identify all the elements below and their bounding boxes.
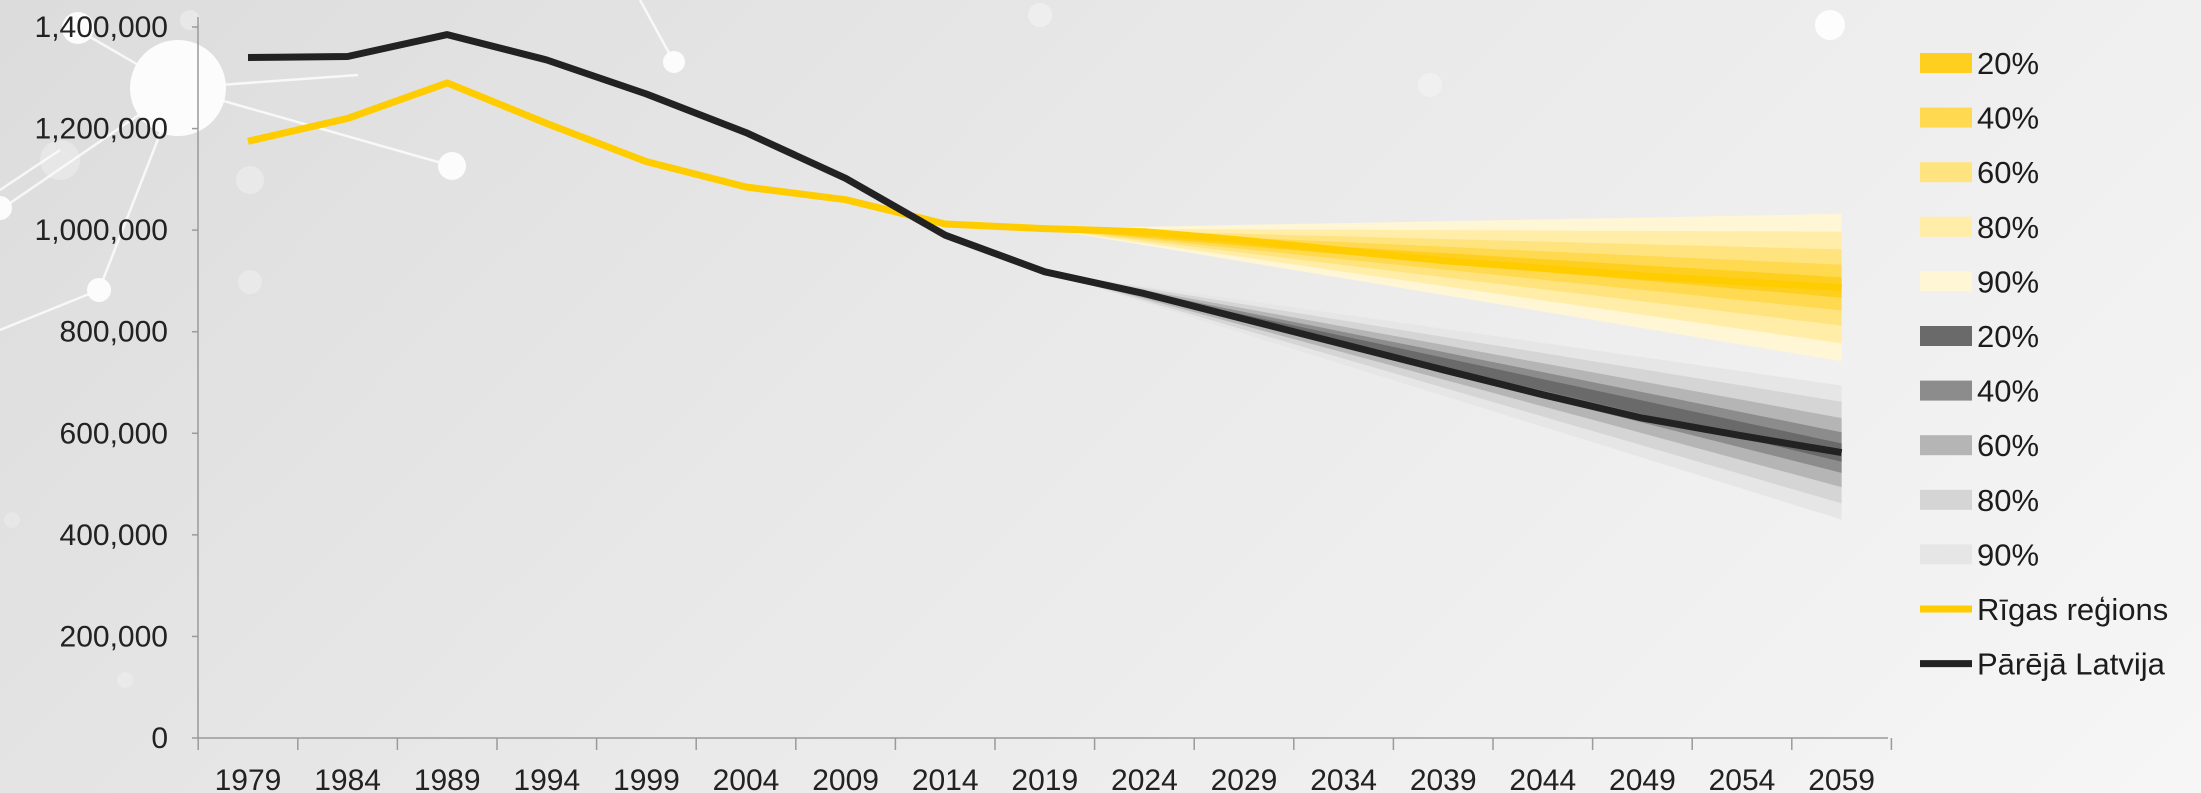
background-network-decoration — [0, 0, 1845, 688]
x-tick-label: 2034 — [1310, 764, 1377, 793]
legend-label: 20% — [1977, 46, 2039, 81]
legend-item: Pārējā Latvija — [1920, 647, 2166, 682]
legend-swatch — [1920, 326, 1972, 346]
x-tick-label: 2029 — [1211, 764, 1278, 793]
legend-label: 60% — [1977, 428, 2039, 463]
x-tick-label: 2059 — [1808, 764, 1875, 793]
legend-item: 60% — [1920, 155, 2039, 190]
x-tick-label: 1994 — [513, 764, 580, 793]
x-tick-label: 2044 — [1509, 764, 1576, 793]
fan-band-other-90pct — [1044, 271, 1842, 520]
y-tick-label: 800,000 — [60, 316, 168, 349]
legend-swatch — [1920, 380, 1972, 401]
legend-item: 20% — [1920, 46, 2039, 81]
x-tick-label: 2019 — [1011, 764, 1078, 793]
x-tick-label: 2054 — [1709, 764, 1776, 793]
chart-series-lines — [247, 31, 1843, 457]
legend-label: 90% — [1977, 537, 2039, 572]
legend-item: 90% — [1920, 537, 2039, 572]
legend-swatch — [1920, 216, 1972, 237]
legend-item: 60% — [1920, 428, 2039, 463]
legend-swatch — [1920, 435, 1972, 456]
chart-axes: 0 200,000 400,000 600,000 800,000 1,000,000 1,… — [35, 11, 1893, 793]
y-tick-label: 200,000 — [60, 620, 168, 653]
legend-swatch — [1920, 544, 1972, 565]
legend-item: 80% — [1920, 210, 2039, 245]
legend-label: 20% — [1977, 319, 2039, 354]
legend-label: 40% — [1977, 101, 2039, 136]
legend-item: 90% — [1920, 264, 2039, 299]
legend-label: Pārējā Latvija — [1977, 647, 2166, 682]
fan-band-riga-40pct — [1044, 228, 1842, 311]
x-tick-label: 1979 — [215, 764, 282, 793]
y-tick-label: 1,400,000 — [35, 11, 168, 44]
legend-item: 20% — [1920, 319, 2039, 354]
legend-item: 40% — [1920, 374, 2039, 409]
y-tick-label: 1,000,000 — [35, 214, 168, 247]
x-tick-label: 1989 — [414, 764, 481, 793]
legend-swatch — [1920, 53, 1972, 73]
x-tick-label: 2009 — [812, 764, 879, 793]
x-tick-label: 2039 — [1410, 764, 1477, 793]
legend-label: Rīgas reģions — [1977, 592, 2168, 627]
x-tick-label: 2004 — [713, 764, 780, 793]
chart-legend: 20% 40% 60% 80% 90% 20% 40% 60% 80% 90% Rīgas reģi… — [1920, 46, 2168, 682]
y-tick-label: 1,200,000 — [35, 113, 168, 146]
x-tick-label: 1984 — [314, 764, 381, 793]
fan-band-other-80pct — [1044, 271, 1842, 504]
x-tick-label: 2024 — [1111, 764, 1178, 793]
fan-band-riga-60pct — [1044, 228, 1842, 326]
y-tick-label: 600,000 — [60, 417, 168, 450]
x-tick-label: 2049 — [1609, 764, 1676, 793]
legend-item: 40% — [1920, 101, 2039, 136]
x-tick-label: 2014 — [912, 764, 979, 793]
legend-label: 90% — [1977, 264, 2039, 299]
legend-item: Rīgas reģions — [1920, 592, 2168, 627]
legend-swatch — [1920, 107, 1972, 128]
legend-label: 80% — [1977, 483, 2039, 518]
legend-item: 80% — [1920, 483, 2039, 518]
y-tick-label: 0 — [151, 722, 168, 755]
fan-band-other-60pct — [1044, 271, 1842, 488]
legend-label: 80% — [1977, 210, 2039, 245]
legend-swatch — [1920, 489, 1972, 510]
legend-label: 40% — [1977, 374, 2039, 409]
legend-swatch — [1920, 271, 1972, 292]
y-tick-label: 400,000 — [60, 519, 168, 552]
x-tick-label: 1999 — [613, 764, 680, 793]
legend-label: 60% — [1977, 155, 2039, 190]
legend-swatch — [1920, 162, 1972, 183]
